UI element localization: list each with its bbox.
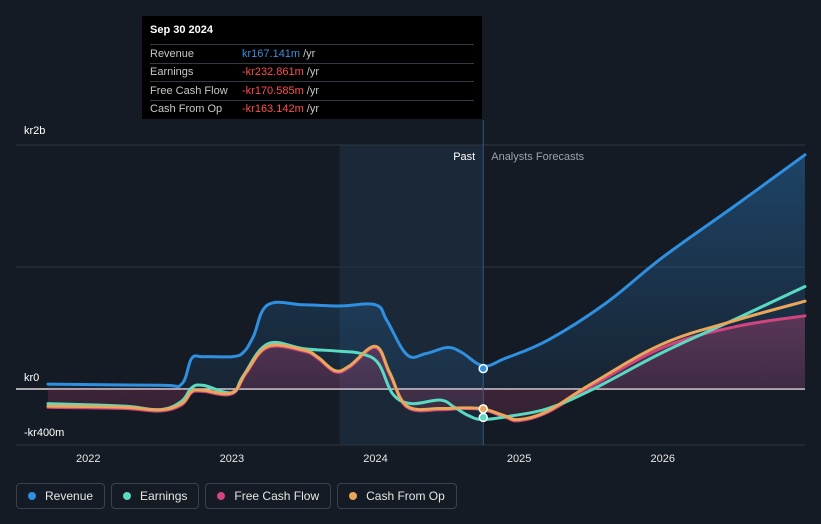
cash-from-op-marker [478, 404, 488, 414]
tooltip-unit: /yr [306, 103, 319, 116]
legend: Revenue Earnings Free Cash Flow Cash Fro… [16, 483, 457, 509]
legend-label: Earnings [140, 489, 188, 503]
legend-label: Free Cash Flow [234, 489, 320, 503]
y-tick-label: kr2b [24, 125, 45, 137]
tooltip-label: Earnings [150, 66, 194, 79]
revenue-marker [478, 363, 488, 374]
revenue-area [48, 154, 805, 389]
legend-label: Cash From Op [366, 489, 445, 503]
forecast-label: Analysts Forecasts [491, 151, 584, 163]
free-cash-flow-area [48, 315, 805, 421]
tooltip-row-earnings: Earnings -kr232.861m /yr [150, 62, 474, 82]
free-cash-flow-dot-icon [217, 492, 226, 500]
tooltip-row-free-cash-flow: Free Cash Flow -kr170.585m /yr [150, 81, 474, 100]
revenue-dot-icon [28, 492, 36, 500]
tooltip-unit: /yr [306, 84, 319, 97]
tooltip-unit: /yr [303, 47, 316, 60]
tooltip-value: -kr163.142m [242, 103, 304, 116]
y-tick-label: -kr400m [24, 427, 64, 439]
cash-from-op-line [46, 299, 807, 422]
cash-from-op-dot-icon [349, 492, 358, 500]
tooltip-value: -kr232.861m [242, 66, 304, 79]
tooltip-date: Sep 30 2024 [150, 24, 213, 36]
x-tick-label: 2026 [651, 453, 675, 465]
tooltip: Sep 30 2024 Revenue kr167.141m /yr Earni… [142, 16, 482, 119]
earnings-marker [478, 412, 488, 423]
tooltip-unit: /yr [306, 66, 319, 79]
tooltip-label: Revenue [150, 47, 195, 60]
x-tick-label: 2024 [363, 453, 387, 465]
x-tick-label: 2022 [76, 453, 100, 465]
x-tick-label: 2023 [220, 453, 244, 465]
legend-label: Revenue [45, 489, 94, 503]
tooltip-label: Cash From Op [150, 103, 223, 116]
legend-item-earnings[interactable]: Earnings [111, 483, 200, 509]
tooltip-row-cash-from-op: Cash From Op -kr163.142m /yr [150, 99, 474, 119]
y-tick-label: kr0 [24, 372, 39, 384]
legend-item-cash-from-op[interactable]: Cash From Op [337, 483, 457, 509]
legend-item-revenue[interactable]: Revenue [16, 483, 106, 509]
x-tick-label: 2025 [507, 453, 531, 465]
legend-item-free-cash-flow[interactable]: Free Cash Flow [205, 483, 332, 509]
tooltip-row-revenue: Revenue kr167.141m /yr [150, 44, 474, 63]
tooltip-value: -kr170.585m [242, 84, 304, 97]
tooltip-label: Free Cash Flow [150, 84, 228, 97]
earnings-dot-icon [123, 492, 132, 500]
past-label: Past [453, 151, 475, 163]
tooltip-value: kr167.141m [242, 47, 301, 60]
revenue-line [46, 153, 807, 389]
